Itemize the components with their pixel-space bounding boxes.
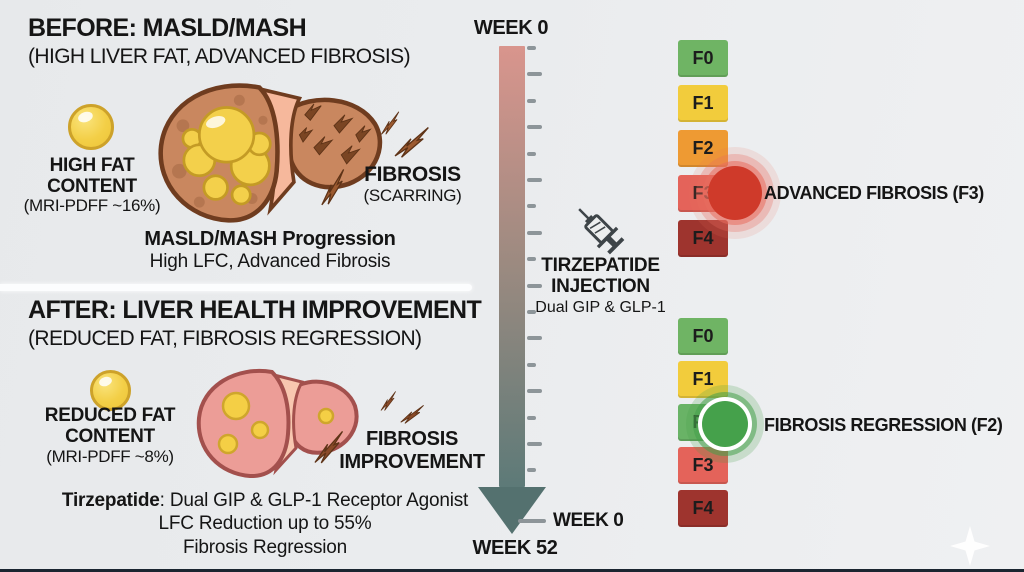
scar-bolt-icon [381,111,400,135]
reduced-fat-detail: (MRI-PDFF ~8%) [46,447,174,466]
fat-droplet-icon [90,370,131,411]
fat-globules [181,106,272,206]
high-fat-label: HIGH FAT CONTENT [47,155,137,197]
timeline-tick [527,283,542,288]
timeline-tick [527,310,536,314]
week-52-label: WEEK 52 [472,537,558,559]
diseased-liver-illustration [158,83,383,223]
fibrosis-stage-f4-before: F4 [678,220,728,257]
syringe-icon [578,208,625,255]
scar-bolt-icon [394,127,429,158]
timeline-tick [527,125,542,130]
section-divider [0,284,472,291]
after-title: AFTER: LIVER HEALTH IMPROVEMENT [28,296,482,324]
timeline-tick [527,178,542,182]
fibrosis-stage-f1-before: F1 [678,85,728,122]
timeline-bar [499,46,525,487]
reduced-fat-label: REDUCED FAT CONTENT [44,405,176,447]
timeline-tick [527,257,536,262]
fibrosis-stage-f2-before: F2 [678,130,728,167]
fibrosis-stage-f3-after: F3 [678,447,728,484]
scar-bolt-icon [321,169,345,206]
after-subtitle: (REDUCED FAT, FIBROSIS REGRESSION) [28,327,422,350]
high-fat-detail: (MRI-PDFF ~16%) [23,196,161,215]
progression-caption-sub: High LFC, Advanced Fibrosis [149,251,391,272]
improved-liver-illustration [196,368,359,479]
small-fat-globules [217,391,335,455]
before-subtitle: (HIGH LIVER FAT, ADVANCED FIBROSIS) [28,45,411,68]
timeline-tick [527,46,536,50]
advanced-fibrosis-annotation: ADVANCED FIBROSIS (F3) [764,183,984,203]
summary-line-1: Tirzepatide: Dual GIP & GLP-1 Receptor A… [25,489,505,513]
timeline-tick [527,151,536,156]
scar-bolt-icon [400,404,424,424]
bottom-edge-strip [0,569,1024,572]
injection-title-line2: INJECTION [551,276,650,297]
fibrosis-label: FIBROSIS [364,163,461,186]
progression-caption-title: MASLD/MASH Progression [144,228,396,250]
fat-droplet-icon [68,104,114,150]
timeline-arrowhead [478,487,546,534]
timeline-tick [527,230,542,235]
week-0-bottom-tick [518,519,546,523]
fibrosis-scale-before: F0 F1 F2 F3 F4 [678,40,728,257]
week-0-top-label: WEEK 0 [473,17,549,39]
sparkle-icon [950,526,990,566]
fibrosis-detail: (SCARRING) [363,186,462,205]
timeline-tick [527,442,542,446]
summary-drug-name: Tirzepatide [61,490,160,511]
summary-line-3: Fibrosis Regression [182,537,348,558]
fibrosis-regression-highlight [702,401,748,447]
summary-drug-desc: : Dual GIP & GLP-1 Receptor Agonist [159,490,469,511]
summary-line-2: LFC Reduction up to 55% [158,513,372,534]
fibrosis-stage-f0-after: F0 [678,318,728,355]
fibrosis-stage-f1-after: F1 [678,361,728,398]
timeline-tick [527,362,536,367]
timeline-tick [527,389,542,394]
fibrosis-regression-annotation: FIBROSIS REGRESSION (F2) [764,415,1003,435]
week-0-bottom-label: WEEK 0 [553,510,624,531]
injection-subtitle: Dual GIP & GLP-1 [535,299,666,316]
before-title: BEFORE: MASLD/MASH [28,14,307,42]
timeline-tick [527,204,536,209]
timeline-tick [527,468,536,473]
liver-scar-marks [298,103,372,165]
injection-title-line1: TIRZEPATIDE [541,255,660,276]
timeline-tick [527,98,536,103]
scar-bolt-icon [380,391,396,411]
timeline-tick [527,415,536,420]
timeline-tick [527,336,542,341]
fibrosis-stage-f4-after: F4 [678,490,728,527]
fibrosis-stage-f0-before: F0 [678,40,728,77]
advanced-fibrosis-highlight [708,166,762,220]
scar-bolt-icon [314,430,344,464]
timeline-tick [527,72,542,77]
fibrosis-improvement-label: FIBROSIS IMPROVEMENT [339,428,485,473]
